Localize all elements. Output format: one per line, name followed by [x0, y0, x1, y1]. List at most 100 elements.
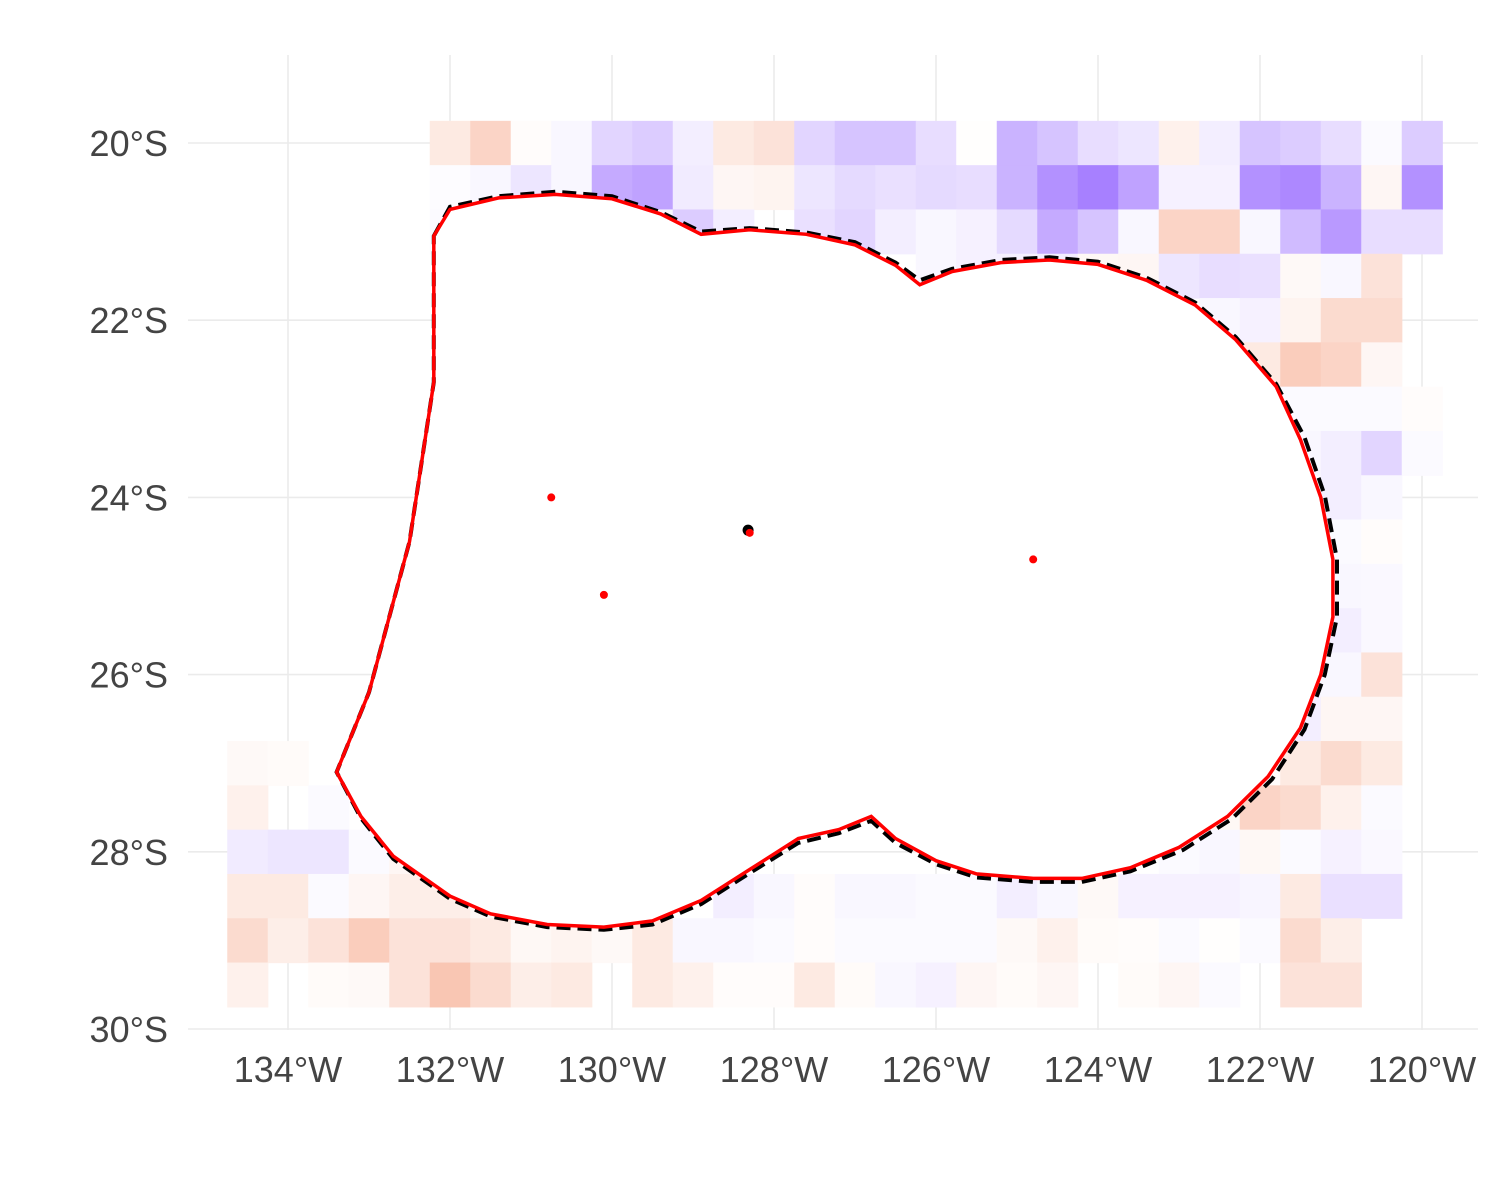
raster-cell: [1361, 386, 1403, 432]
raster-cell: [956, 918, 998, 964]
raster-cell: [227, 829, 269, 875]
raster-cell: [1320, 829, 1362, 875]
raster-cell: [1199, 120, 1241, 166]
x-tick-label: 126°W: [882, 1049, 990, 1090]
raster-cell: [794, 120, 836, 166]
raster-cell: [1320, 298, 1362, 343]
boundary-dot: [599, 590, 608, 599]
raster-cell: [470, 918, 512, 964]
boundary-fill: [336, 194, 1333, 928]
raster-cell: [915, 165, 957, 211]
raster-cell: [1239, 918, 1281, 964]
raster-cell: [1199, 165, 1241, 211]
raster-cell: [1037, 209, 1079, 255]
raster-cell: [996, 165, 1038, 211]
raster-cell: [1037, 918, 1079, 964]
raster-cell: [308, 962, 350, 1008]
raster-cell: [1199, 962, 1241, 1008]
raster-cell: [1199, 209, 1241, 255]
raster-cell: [753, 873, 795, 919]
raster-cell: [470, 962, 512, 1008]
raster-cell: [956, 120, 998, 166]
raster-cell: [551, 962, 593, 1008]
raster-cell: [875, 209, 917, 255]
raster-cell: [672, 165, 714, 211]
x-tick-label: 124°W: [1044, 1049, 1152, 1090]
raster-cell: [389, 918, 431, 964]
raster-cell: [1361, 475, 1403, 521]
x-tick-label: 130°W: [558, 1049, 666, 1090]
raster-cell: [1320, 342, 1362, 388]
raster-cell: [1401, 386, 1443, 432]
raster-cell: [227, 785, 269, 831]
raster-cell: [1280, 873, 1322, 919]
x-tick-label: 134°W: [234, 1049, 342, 1090]
raster-cell: [1077, 918, 1119, 964]
raster-cell: [1361, 785, 1403, 831]
raster-cell: [875, 962, 917, 1008]
boundary-outline: [334, 192, 1335, 929]
raster-cell: [227, 962, 269, 1008]
y-tick-label: 26°S: [90, 655, 168, 696]
raster-cell: [1239, 120, 1281, 166]
raster-cell: [1037, 165, 1079, 211]
raster-cell: [956, 873, 998, 919]
raster-cell: [794, 962, 836, 1008]
raster-cell: [267, 918, 309, 964]
raster-cell: [1361, 696, 1403, 742]
raster-cell: [1320, 430, 1362, 476]
raster-cell: [227, 873, 269, 919]
raster-cell: [753, 120, 795, 166]
x-tick-label: 120°W: [1368, 1049, 1476, 1090]
raster-cell: [389, 962, 431, 1008]
raster-cell: [1118, 873, 1160, 919]
raster-cell: [551, 120, 593, 166]
raster-cell: [470, 120, 512, 166]
raster-cell: [1361, 741, 1403, 786]
y-tick-label: 30°S: [90, 1009, 168, 1050]
raster-cell: [915, 120, 957, 166]
raster-cell: [713, 918, 755, 964]
boundary-outline-path: [334, 192, 1335, 929]
raster-cell: [1280, 962, 1322, 1008]
raster-cell: [1280, 120, 1322, 166]
raster-cell: [1199, 253, 1241, 299]
raster-cell: [510, 120, 552, 166]
raster-cell: [753, 918, 795, 964]
boundary-dot: [745, 528, 754, 537]
raster-cell: [672, 120, 714, 166]
raster-cell: [1037, 962, 1079, 1008]
x-axis-labels: 134°W 132°W 130°W 128°W 126°W 124°W 122°W 120°W: [234, 1049, 1476, 1090]
raster-cell: [996, 209, 1038, 255]
raster-cell: [1401, 120, 1443, 166]
raster-cell: [1320, 386, 1362, 432]
y-axis-labels: 20°S 22°S 24°S 26°S 28°S 30°S: [90, 123, 168, 1050]
raster-cell: [348, 918, 390, 964]
raster-cell: [1239, 165, 1281, 211]
raster-cell: [348, 873, 390, 919]
raster-cell: [1320, 652, 1362, 698]
raster-cell: [1361, 342, 1403, 388]
raster-cell: [875, 165, 917, 211]
raster-cell: [1361, 519, 1403, 565]
raster-cell: [794, 918, 836, 964]
raster-cell: [1280, 918, 1322, 964]
raster-cell: [510, 962, 552, 1008]
reference-outline-path: [334, 189, 1339, 932]
raster-cell: [1280, 298, 1322, 343]
raster-cell: [1158, 873, 1200, 919]
raster-cell: [632, 165, 674, 211]
raster-cell: [996, 918, 1038, 964]
raster-cell: [1361, 209, 1403, 255]
raster-cell: [1239, 873, 1281, 919]
raster-cell: [1320, 962, 1362, 1008]
raster-cell: [794, 165, 836, 211]
raster-cell: [1320, 785, 1362, 831]
raster-cell: [1361, 608, 1403, 654]
boundary-dot: [1029, 555, 1038, 564]
raster-cell: [308, 918, 350, 964]
raster-cell: [1280, 165, 1322, 211]
raster-cell: [956, 962, 998, 1008]
raster-cell: [1361, 253, 1403, 299]
